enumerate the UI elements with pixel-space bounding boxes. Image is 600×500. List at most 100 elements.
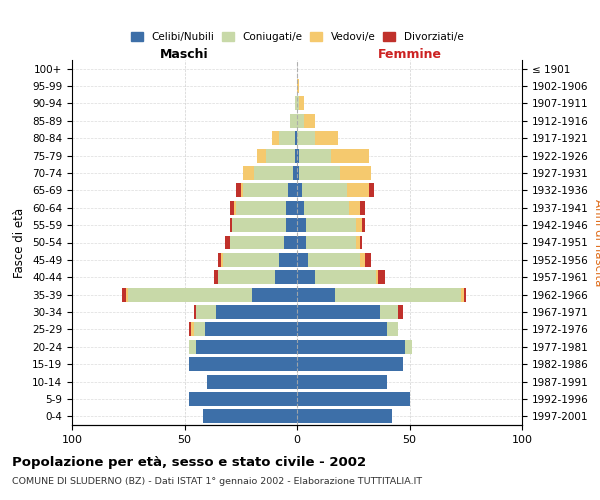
Bar: [304, 114, 315, 128]
Bar: [243, 184, 288, 198]
Bar: [295, 148, 297, 162]
Bar: [297, 79, 299, 93]
Bar: [203, 410, 297, 424]
Bar: [234, 201, 236, 214]
Bar: [236, 201, 286, 214]
Bar: [223, 253, 279, 267]
Text: COMUNE DI SLUDERNO (BZ) - Dati ISTAT 1° gennaio 2002 - Elaborazione TUTTITALIA.I: COMUNE DI SLUDERNO (BZ) - Dati ISTAT 1° …: [12, 477, 422, 486]
Bar: [464, 288, 466, 302]
Bar: [360, 236, 362, 250]
Bar: [189, 357, 297, 371]
Bar: [279, 253, 297, 267]
Bar: [297, 184, 302, 198]
Bar: [378, 270, 385, 284]
Bar: [331, 148, 369, 162]
Bar: [229, 218, 232, 232]
Bar: [236, 184, 241, 198]
Bar: [229, 201, 234, 214]
Bar: [284, 236, 297, 250]
Bar: [380, 305, 398, 319]
Bar: [355, 236, 360, 250]
Bar: [306, 218, 355, 232]
Text: Popolazione per età, sesso e stato civile - 2002: Popolazione per età, sesso e stato civil…: [12, 456, 366, 469]
Bar: [257, 148, 265, 162]
Bar: [304, 201, 349, 214]
Bar: [299, 96, 304, 110]
Bar: [205, 322, 297, 336]
Bar: [398, 305, 403, 319]
Bar: [218, 270, 275, 284]
Bar: [297, 148, 299, 162]
Bar: [295, 132, 297, 145]
Y-axis label: Anni di nascita: Anni di nascita: [592, 199, 600, 286]
Bar: [193, 322, 205, 336]
Bar: [365, 253, 371, 267]
Bar: [297, 218, 306, 232]
Bar: [232, 218, 286, 232]
Bar: [297, 253, 308, 267]
Bar: [243, 166, 254, 180]
Bar: [189, 340, 196, 353]
Bar: [272, 132, 279, 145]
Bar: [126, 288, 128, 302]
Bar: [279, 132, 295, 145]
Bar: [229, 236, 284, 250]
Bar: [225, 236, 229, 250]
Bar: [286, 218, 297, 232]
Bar: [297, 322, 387, 336]
Bar: [297, 392, 409, 406]
Bar: [265, 148, 295, 162]
Bar: [299, 166, 340, 180]
Bar: [128, 288, 252, 302]
Bar: [216, 305, 297, 319]
Bar: [340, 166, 371, 180]
Bar: [297, 132, 315, 145]
Bar: [121, 288, 126, 302]
Bar: [297, 114, 304, 128]
Bar: [295, 96, 297, 110]
Bar: [297, 201, 304, 214]
Bar: [221, 253, 223, 267]
Bar: [252, 288, 297, 302]
Bar: [369, 184, 373, 198]
Bar: [461, 288, 464, 302]
Bar: [355, 218, 362, 232]
Text: Maschi: Maschi: [160, 48, 209, 61]
Bar: [207, 374, 297, 388]
Bar: [360, 253, 365, 267]
Bar: [297, 357, 403, 371]
Bar: [297, 288, 335, 302]
Bar: [189, 322, 191, 336]
Bar: [302, 184, 347, 198]
Bar: [196, 305, 216, 319]
Bar: [286, 201, 297, 214]
Bar: [297, 340, 405, 353]
Bar: [360, 201, 365, 214]
Bar: [315, 132, 337, 145]
Bar: [376, 270, 378, 284]
Bar: [191, 322, 193, 336]
Bar: [290, 114, 297, 128]
Bar: [405, 340, 412, 353]
Bar: [315, 270, 376, 284]
Bar: [214, 270, 218, 284]
Bar: [297, 270, 315, 284]
Bar: [297, 166, 299, 180]
Bar: [308, 253, 360, 267]
Bar: [297, 305, 380, 319]
Bar: [297, 410, 392, 424]
Bar: [288, 184, 297, 198]
Bar: [306, 236, 355, 250]
Bar: [347, 184, 369, 198]
Bar: [335, 288, 461, 302]
Bar: [275, 270, 297, 284]
Bar: [218, 253, 221, 267]
Bar: [297, 236, 306, 250]
Y-axis label: Fasce di età: Fasce di età: [13, 208, 26, 278]
Bar: [362, 218, 365, 232]
Bar: [297, 96, 299, 110]
Bar: [189, 392, 297, 406]
Bar: [196, 340, 297, 353]
Bar: [349, 201, 360, 214]
Bar: [297, 374, 387, 388]
